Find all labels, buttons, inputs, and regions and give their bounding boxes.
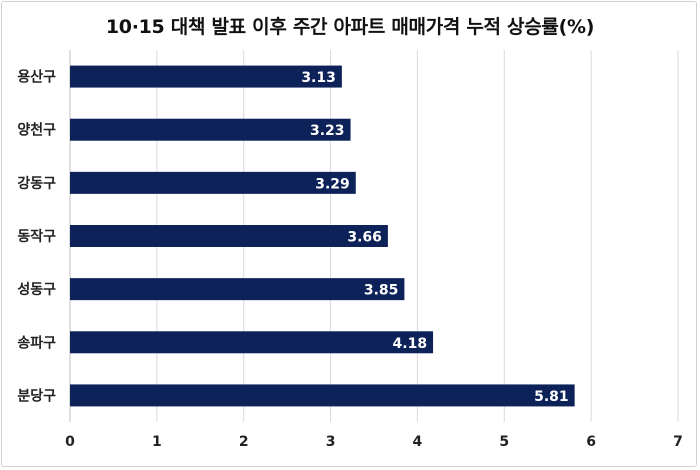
x-tick-label: 5	[499, 434, 509, 450]
data-label: 3.85	[364, 283, 399, 299]
bar	[70, 118, 351, 141]
data-label: 3.29	[315, 176, 350, 192]
category-label: 송파구	[17, 335, 56, 351]
x-tick-label: 2	[239, 434, 249, 450]
category-label: 강동구	[17, 175, 56, 192]
category-label: 성동구	[17, 282, 56, 298]
x-tick-label: 4	[413, 434, 423, 450]
x-tick-label: 0	[65, 434, 75, 450]
bar	[70, 331, 434, 354]
data-label: 3.66	[347, 230, 382, 246]
data-label: 3.23	[310, 123, 345, 139]
data-label: 5.81	[534, 389, 569, 405]
bar	[70, 384, 575, 407]
category-label: 분당구	[17, 387, 56, 404]
data-label: 4.18	[393, 336, 428, 352]
category-label: 동작구	[17, 228, 56, 245]
x-tick-label: 1	[152, 434, 162, 450]
x-tick-label: 3	[326, 434, 336, 450]
bar	[70, 225, 388, 247]
chart-title: 10·15 대책 발표 이후 주간 아파트 매매가격 누적 상승률(%)	[105, 16, 595, 38]
category-label: 양천구	[17, 123, 56, 139]
x-tick-label: 7	[673, 434, 683, 450]
data-label: 3.13	[301, 70, 336, 86]
bar	[70, 278, 405, 301]
bar	[70, 65, 342, 88]
bar	[70, 171, 356, 194]
category-label: 용산구	[17, 69, 56, 86]
x-tick-label: 6	[586, 434, 596, 450]
